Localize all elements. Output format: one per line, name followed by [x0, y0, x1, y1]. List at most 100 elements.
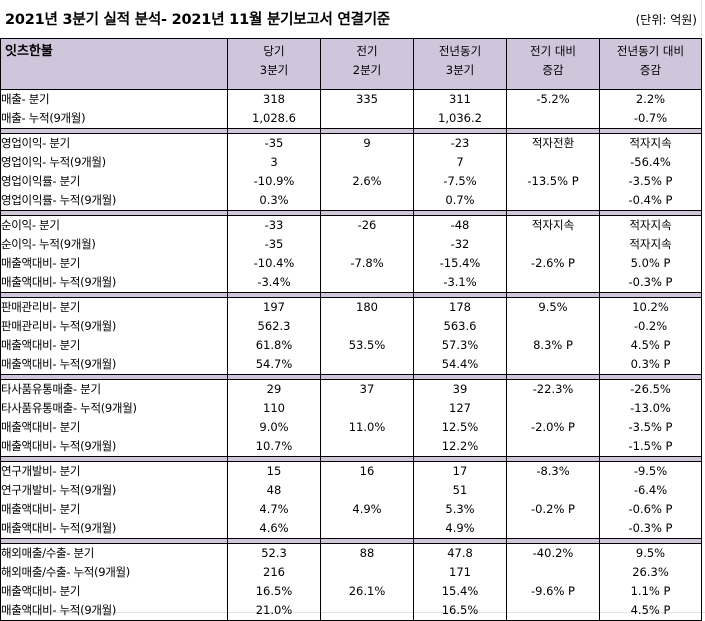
value-cell[interactable]: 10.7% — [227, 437, 321, 457]
value-cell[interactable] — [506, 235, 600, 254]
value-cell[interactable]: 335 — [320, 89, 414, 109]
value-cell[interactable] — [320, 317, 414, 336]
value-cell[interactable]: -1.5% P — [599, 437, 702, 457]
value-cell[interactable]: 0.3% P — [599, 355, 702, 375]
row-label-cell[interactable]: 타사품유통매출- 분기 — [0, 379, 228, 399]
row-label-cell[interactable]: 매출액대비- 분기 — [0, 582, 228, 601]
value-cell[interactable]: 1,028.6 — [227, 109, 321, 129]
value-cell[interactable]: 7 — [413, 153, 507, 172]
value-cell[interactable] — [506, 109, 600, 129]
row-label-cell[interactable]: 매출액대비- 누적(9개월) — [0, 273, 228, 293]
value-cell[interactable]: 562.3 — [227, 317, 321, 336]
value-cell[interactable]: 52.3 — [227, 543, 321, 563]
value-cell[interactable]: -0.2% P — [506, 500, 600, 519]
value-cell[interactable] — [320, 437, 414, 457]
value-cell[interactable]: 12.2% — [413, 437, 507, 457]
value-cell[interactable]: -3.5% P — [599, 418, 702, 437]
value-cell[interactable]: 4.9% — [413, 519, 507, 539]
value-cell[interactable] — [320, 153, 414, 172]
value-cell[interactable]: 5.0% P — [599, 254, 702, 273]
row-label-cell[interactable]: 매출액대비- 분기 — [0, 336, 228, 355]
row-label-cell[interactable]: 해외매출/수출- 분기 — [0, 543, 228, 563]
value-cell[interactable]: 12.5% — [413, 418, 507, 437]
value-cell[interactable]: 2.6% — [320, 172, 414, 191]
value-cell[interactable]: 9.0% — [227, 418, 321, 437]
value-cell[interactable]: 9.5% — [506, 297, 600, 317]
value-cell[interactable] — [320, 481, 414, 500]
row-label-cell[interactable]: 매출액대비- 분기 — [0, 254, 228, 273]
value-cell[interactable] — [506, 153, 600, 172]
value-cell[interactable]: -8.3% — [506, 461, 600, 481]
row-label-cell[interactable]: 영업이익- 누적(9개월) — [0, 153, 228, 172]
value-cell[interactable] — [506, 355, 600, 375]
value-cell[interactable]: -3.4% — [227, 273, 321, 293]
value-cell[interactable]: -13.5% P — [506, 172, 600, 191]
value-cell[interactable]: -10.4% — [227, 254, 321, 273]
column-header[interactable]: 전년동기 3분기 — [413, 38, 507, 90]
value-cell[interactable]: -26 — [320, 215, 414, 235]
value-cell[interactable]: 4.6% — [227, 519, 321, 539]
value-cell[interactable]: -0.7% — [599, 109, 702, 129]
value-cell[interactable]: 127 — [413, 399, 507, 418]
value-cell[interactable]: 16 — [320, 461, 414, 481]
value-cell[interactable]: 26.3% — [599, 563, 702, 582]
value-cell[interactable]: 1,036.2 — [413, 109, 507, 129]
row-label-cell[interactable]: 매출액대비- 분기 — [0, 500, 228, 519]
value-cell[interactable]: -35 — [227, 133, 321, 153]
value-cell[interactable]: 197 — [227, 297, 321, 317]
value-cell[interactable] — [506, 317, 600, 336]
value-cell[interactable]: 9 — [320, 133, 414, 153]
value-cell[interactable]: 88 — [320, 543, 414, 563]
row-label-cell[interactable]: 순이익- 분기 — [0, 215, 228, 235]
value-cell[interactable] — [320, 109, 414, 129]
value-cell[interactable]: 적자지속 — [599, 215, 702, 235]
value-cell[interactable] — [320, 519, 414, 539]
value-cell[interactable]: 4.9% — [320, 500, 414, 519]
company-name[interactable]: 잇츠한불 — [0, 38, 228, 90]
row-label-cell[interactable]: 연구개발비- 분기 — [0, 461, 228, 481]
row-label-cell[interactable]: 매출- 누적(9개월) — [0, 109, 228, 129]
value-cell[interactable]: 11.0% — [320, 418, 414, 437]
value-cell[interactable] — [506, 191, 600, 211]
value-cell[interactable]: 51 — [413, 481, 507, 500]
value-cell[interactable]: -0.3% P — [599, 519, 702, 539]
value-cell[interactable]: -3.5% P — [599, 172, 702, 191]
value-cell[interactable]: 적자지속 — [599, 235, 702, 254]
column-header[interactable]: 당기 3분기 — [227, 38, 321, 90]
value-cell[interactable] — [320, 355, 414, 375]
value-cell[interactable]: -9.5% — [599, 461, 702, 481]
value-cell[interactable]: 110 — [227, 399, 321, 418]
value-cell[interactable] — [506, 519, 600, 539]
value-cell[interactable]: -35 — [227, 235, 321, 254]
value-cell[interactable]: 10.2% — [599, 297, 702, 317]
value-cell[interactable]: -5.2% — [506, 89, 600, 109]
value-cell[interactable] — [320, 563, 414, 582]
value-cell[interactable] — [506, 437, 600, 457]
value-cell[interactable]: 1.1% P — [599, 582, 702, 601]
value-cell[interactable]: 47.8 — [413, 543, 507, 563]
value-cell[interactable]: -9.6% P — [506, 582, 600, 601]
value-cell[interactable]: 26.1% — [320, 582, 414, 601]
column-header[interactable]: 전기 대비 증감 — [506, 38, 600, 90]
value-cell[interactable]: 53.5% — [320, 336, 414, 355]
value-cell[interactable]: -2.6% P — [506, 254, 600, 273]
value-cell[interactable]: -32 — [413, 235, 507, 254]
value-cell[interactable]: -2.0% P — [506, 418, 600, 437]
value-cell[interactable]: 16.5% — [227, 582, 321, 601]
value-cell[interactable]: 171 — [413, 563, 507, 582]
value-cell[interactable]: 54.7% — [227, 355, 321, 375]
value-cell[interactable]: 178 — [413, 297, 507, 317]
report-title[interactable]: 2021년 3분기 실적 분석- 2021년 11월 분기보고서 연결기준 — [5, 12, 391, 28]
row-label-cell[interactable]: 매출액대비- 누적(9개월) — [0, 437, 228, 457]
value-cell[interactable] — [320, 601, 414, 621]
value-cell[interactable]: -40.2% — [506, 543, 600, 563]
row-label-cell[interactable]: 판매관리비- 누적(9개월) — [0, 317, 228, 336]
value-cell[interactable]: -0.2% — [599, 317, 702, 336]
value-cell[interactable]: -26.5% — [599, 379, 702, 399]
value-cell[interactable]: 15.4% — [413, 582, 507, 601]
value-cell[interactable]: 9.5% — [599, 543, 702, 563]
value-cell[interactable]: 21.0% — [227, 601, 321, 621]
column-header[interactable]: 전기 2분기 — [320, 38, 414, 90]
row-label-cell[interactable]: 해외매출/수출- 누적(9개월) — [0, 563, 228, 582]
value-cell[interactable]: 37 — [320, 379, 414, 399]
